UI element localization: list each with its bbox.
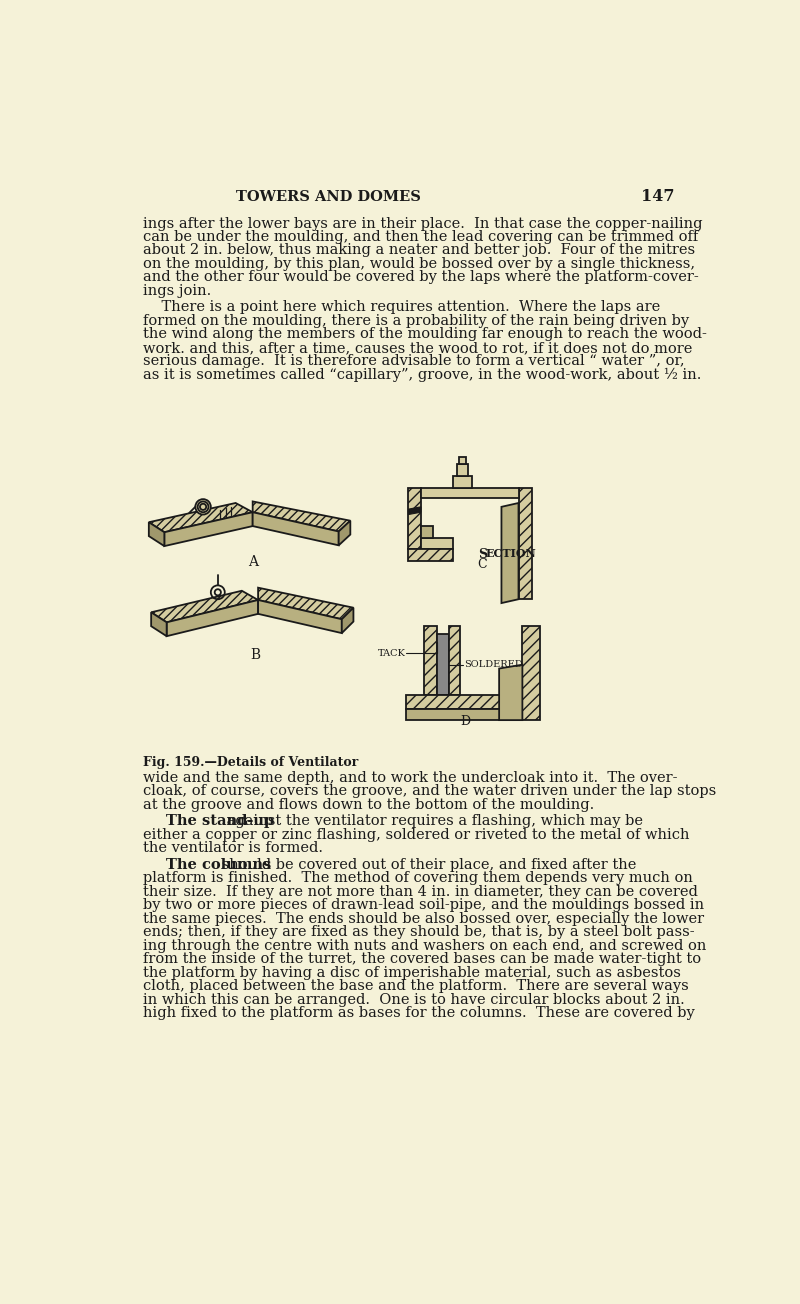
Polygon shape: [424, 626, 437, 695]
Text: should be covered out of their place, and fixed after the: should be covered out of their place, an…: [218, 858, 637, 872]
Text: either a copper or zinc flashing, soldered or riveted to the metal of which: either a copper or zinc flashing, solder…: [142, 828, 689, 842]
Polygon shape: [409, 549, 453, 561]
Text: work. and this, after a time, causes the wood to rot, if it does not do more: work. and this, after a time, causes the…: [142, 340, 692, 355]
Text: ings join.: ings join.: [142, 284, 211, 297]
Polygon shape: [166, 600, 258, 636]
Text: and the other four would be covered by the laps where the platform-cover-: and the other four would be covered by t…: [142, 270, 698, 284]
Polygon shape: [522, 626, 540, 720]
Text: C: C: [478, 558, 487, 571]
Polygon shape: [499, 665, 522, 720]
Text: the platform by having a disc of imperishable material, such as asbestos: the platform by having a disc of imperis…: [142, 966, 681, 979]
Polygon shape: [421, 488, 518, 498]
Text: as it is sometimes called “capillary”, groove, in the wood-work, about ½ in.: as it is sometimes called “capillary”, g…: [142, 368, 701, 382]
Text: The stand-up: The stand-up: [166, 815, 274, 828]
Text: formed on the moulding, there is a probability of the rain being driven by: formed on the moulding, there is a proba…: [142, 314, 689, 327]
Text: on the moulding, by this plan, would be bossed over by a single thickness,: on the moulding, by this plan, would be …: [142, 257, 694, 271]
Polygon shape: [409, 488, 421, 549]
Text: ends; then, if they are fixed as they should be, that is, by a steel bolt pass-: ends; then, if they are fixed as they sh…: [142, 926, 694, 939]
Text: wide and the same depth, and to work the undercloak into it.  The over-: wide and the same depth, and to work the…: [142, 771, 677, 785]
Polygon shape: [253, 502, 350, 532]
Text: the wind along the members of the moulding far enough to reach the wood-: the wind along the members of the mouldi…: [142, 327, 706, 342]
Text: TACK: TACK: [378, 648, 406, 657]
Polygon shape: [502, 503, 518, 602]
Text: ings after the lower bays are in their place.  In that case the copper-nailing: ings after the lower bays are in their p…: [142, 216, 702, 231]
Polygon shape: [406, 709, 522, 720]
Text: about 2 in. below, thus making a neater and better job.  Four of the mitres: about 2 in. below, thus making a neater …: [142, 244, 694, 257]
Polygon shape: [258, 600, 342, 634]
Text: TOWERS AND DOMES: TOWERS AND DOMES: [236, 189, 421, 203]
Text: There is a point here which requires attention.  Where the laps are: There is a point here which requires att…: [142, 300, 660, 314]
Polygon shape: [421, 537, 453, 549]
Polygon shape: [457, 464, 468, 476]
Text: their size.  If they are not more than 4 in. in diameter, they can be covered: their size. If they are not more than 4 …: [142, 885, 698, 898]
Text: ing through the centre with nuts and washers on each end, and screwed on: ing through the centre with nuts and was…: [142, 939, 706, 953]
Polygon shape: [449, 626, 460, 695]
Text: B: B: [250, 648, 260, 661]
Polygon shape: [453, 476, 472, 488]
Text: The columns: The columns: [166, 858, 271, 872]
Text: serious damage.  It is therefore advisable to form a vertical “ water ”, or,: serious damage. It is therefore advisabl…: [142, 355, 684, 368]
Polygon shape: [338, 520, 350, 545]
Text: SOLDERED: SOLDERED: [464, 660, 523, 669]
Polygon shape: [149, 522, 164, 546]
Text: cloak, of course, covers the groove, and the water driven under the lap stops: cloak, of course, covers the groove, and…: [142, 785, 716, 798]
Text: high fixed to the platform as bases for the columns.  These are covered by: high fixed to the platform as bases for …: [142, 1007, 694, 1020]
Polygon shape: [421, 526, 434, 537]
Text: A: A: [248, 556, 258, 570]
Polygon shape: [149, 503, 253, 532]
Text: in which this can be arranged.  One is to have circular blocks about 2 in.: in which this can be arranged. One is to…: [142, 992, 684, 1007]
Text: against the ventilator requires a flashing, which may be: against the ventilator requires a flashi…: [222, 815, 643, 828]
Text: can be under the moulding, and then the lead covering can be trimmed off: can be under the moulding, and then the …: [142, 230, 698, 244]
Polygon shape: [258, 588, 354, 619]
Text: 147: 147: [642, 188, 674, 205]
Polygon shape: [342, 608, 354, 634]
Text: D: D: [461, 715, 471, 728]
Polygon shape: [253, 512, 338, 545]
Text: the ventilator is formed.: the ventilator is formed.: [142, 841, 322, 855]
Text: platform is finished.  The method of covering them depends very much on: platform is finished. The method of cove…: [142, 871, 693, 885]
Polygon shape: [409, 507, 421, 515]
Text: S: S: [478, 548, 487, 561]
Polygon shape: [437, 634, 449, 695]
Text: the same pieces.  The ends should be also bossed over, especially the lower: the same pieces. The ends should be also…: [142, 911, 704, 926]
Polygon shape: [406, 695, 522, 709]
Text: Fig. 159.—Details of Ventilator: Fig. 159.—Details of Ventilator: [142, 755, 358, 768]
Text: ECTION: ECTION: [485, 548, 536, 558]
Text: at the groove and flows down to the bottom of the moulding.: at the groove and flows down to the bott…: [142, 798, 594, 812]
Circle shape: [195, 499, 211, 515]
Polygon shape: [151, 613, 166, 636]
Text: from the inside of the turret, the covered bases can be made water-tight to: from the inside of the turret, the cover…: [142, 952, 701, 966]
Polygon shape: [518, 488, 533, 600]
Text: by two or more pieces of drawn-lead soil-pipe, and the mouldings bossed in: by two or more pieces of drawn-lead soil…: [142, 898, 704, 913]
Polygon shape: [164, 512, 253, 546]
Text: cloth, placed between the base and the platform.  There are several ways: cloth, placed between the base and the p…: [142, 979, 688, 994]
Polygon shape: [459, 456, 466, 464]
Polygon shape: [151, 591, 258, 622]
